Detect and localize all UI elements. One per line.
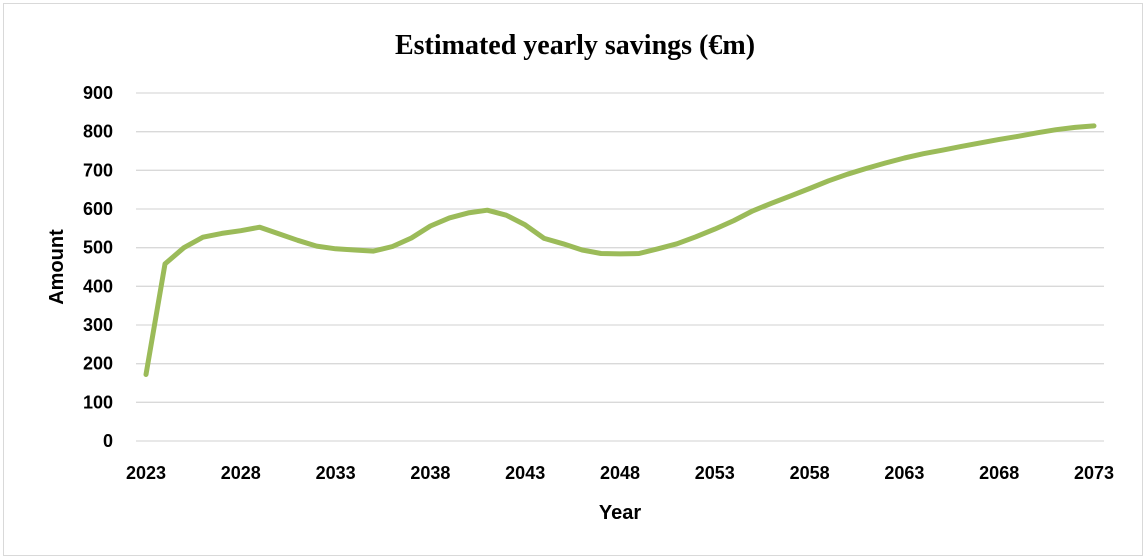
data-point	[561, 241, 566, 246]
x-tick-label: 2023	[126, 463, 166, 483]
y-tick-label: 600	[83, 199, 113, 219]
x-tick-label: 2043	[505, 463, 545, 483]
data-point	[200, 235, 205, 240]
data-point	[314, 244, 319, 249]
x-tick-label: 2073	[1074, 463, 1114, 483]
data-point	[409, 236, 414, 241]
data-point	[466, 210, 471, 215]
data-point	[997, 137, 1002, 142]
x-tick-label: 2058	[790, 463, 830, 483]
data-point	[257, 225, 262, 230]
x-tick-label: 2068	[979, 463, 1019, 483]
x-tick-label: 2053	[695, 463, 735, 483]
data-point	[959, 144, 964, 149]
data-point	[731, 218, 736, 223]
y-tick-label: 400	[83, 276, 113, 296]
y-tick-label: 200	[83, 354, 113, 374]
y-axis-ticks: 0 100 200 300 400 500 600 700 800 900	[83, 83, 113, 451]
data-point	[693, 234, 698, 239]
data-point	[826, 178, 831, 183]
x-tick-label: 2038	[410, 463, 450, 483]
x-axis-label: Year	[599, 502, 641, 524]
y-axis-label: Amount	[46, 229, 68, 305]
data-point	[428, 224, 433, 229]
data-point	[1054, 127, 1059, 132]
data-point	[618, 251, 623, 256]
data-point	[333, 246, 338, 251]
y-tick-label: 800	[83, 122, 113, 142]
data-point	[162, 261, 167, 266]
data-point	[504, 213, 509, 218]
data-point	[485, 208, 490, 213]
data-point	[636, 251, 641, 256]
x-tick-label: 2028	[221, 463, 261, 483]
y-tick-label: 300	[83, 315, 113, 335]
data-point	[902, 155, 907, 160]
data-point	[883, 160, 888, 165]
data-point	[580, 247, 585, 252]
data-point	[1016, 134, 1021, 139]
data-point	[276, 231, 281, 236]
data-point	[447, 215, 452, 220]
data-point	[788, 193, 793, 198]
data-point	[674, 241, 679, 246]
data-point	[1073, 125, 1078, 130]
x-tick-label: 2063	[884, 463, 924, 483]
data-point	[921, 151, 926, 156]
data-point	[712, 227, 717, 232]
x-axis-ticks: 2023 2028 2033 2038 2043 2048 2053 2058 2063 2068…	[126, 463, 1114, 483]
y-tick-label: 900	[83, 83, 113, 103]
data-point	[542, 236, 547, 241]
data-point	[523, 222, 528, 227]
x-tick-label: 2048	[600, 463, 640, 483]
x-tick-label: 2033	[316, 463, 356, 483]
data-point	[238, 228, 243, 233]
y-tick-label: 0	[103, 431, 113, 451]
data-point	[219, 231, 224, 236]
data-point	[864, 166, 869, 171]
data-point	[295, 238, 300, 243]
data-point	[390, 244, 395, 249]
data-point	[845, 172, 850, 177]
data-point	[978, 140, 983, 145]
data-point	[655, 246, 660, 251]
data-point	[940, 148, 945, 153]
data-point	[1092, 123, 1097, 128]
series-layer	[144, 123, 1097, 377]
data-point	[371, 249, 376, 254]
data-point	[599, 251, 604, 256]
data-point	[352, 247, 357, 252]
series-line	[146, 126, 1094, 375]
y-tick-label: 700	[83, 160, 113, 180]
y-tick-label: 100	[83, 392, 113, 412]
data-point	[750, 208, 755, 213]
data-point	[144, 372, 149, 377]
y-tick-label: 500	[83, 238, 113, 258]
chart-title: Estimated yearly savings (€m)	[395, 30, 755, 61]
data-point	[1035, 130, 1040, 135]
data-point	[769, 201, 774, 206]
data-point	[807, 186, 812, 191]
data-point	[181, 245, 186, 250]
